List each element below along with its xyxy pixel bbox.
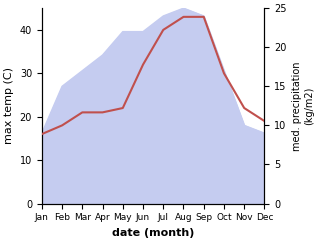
Y-axis label: med. precipitation
(kg/m2): med. precipitation (kg/m2) — [292, 61, 314, 151]
Y-axis label: max temp (C): max temp (C) — [4, 67, 14, 144]
X-axis label: date (month): date (month) — [112, 228, 194, 238]
